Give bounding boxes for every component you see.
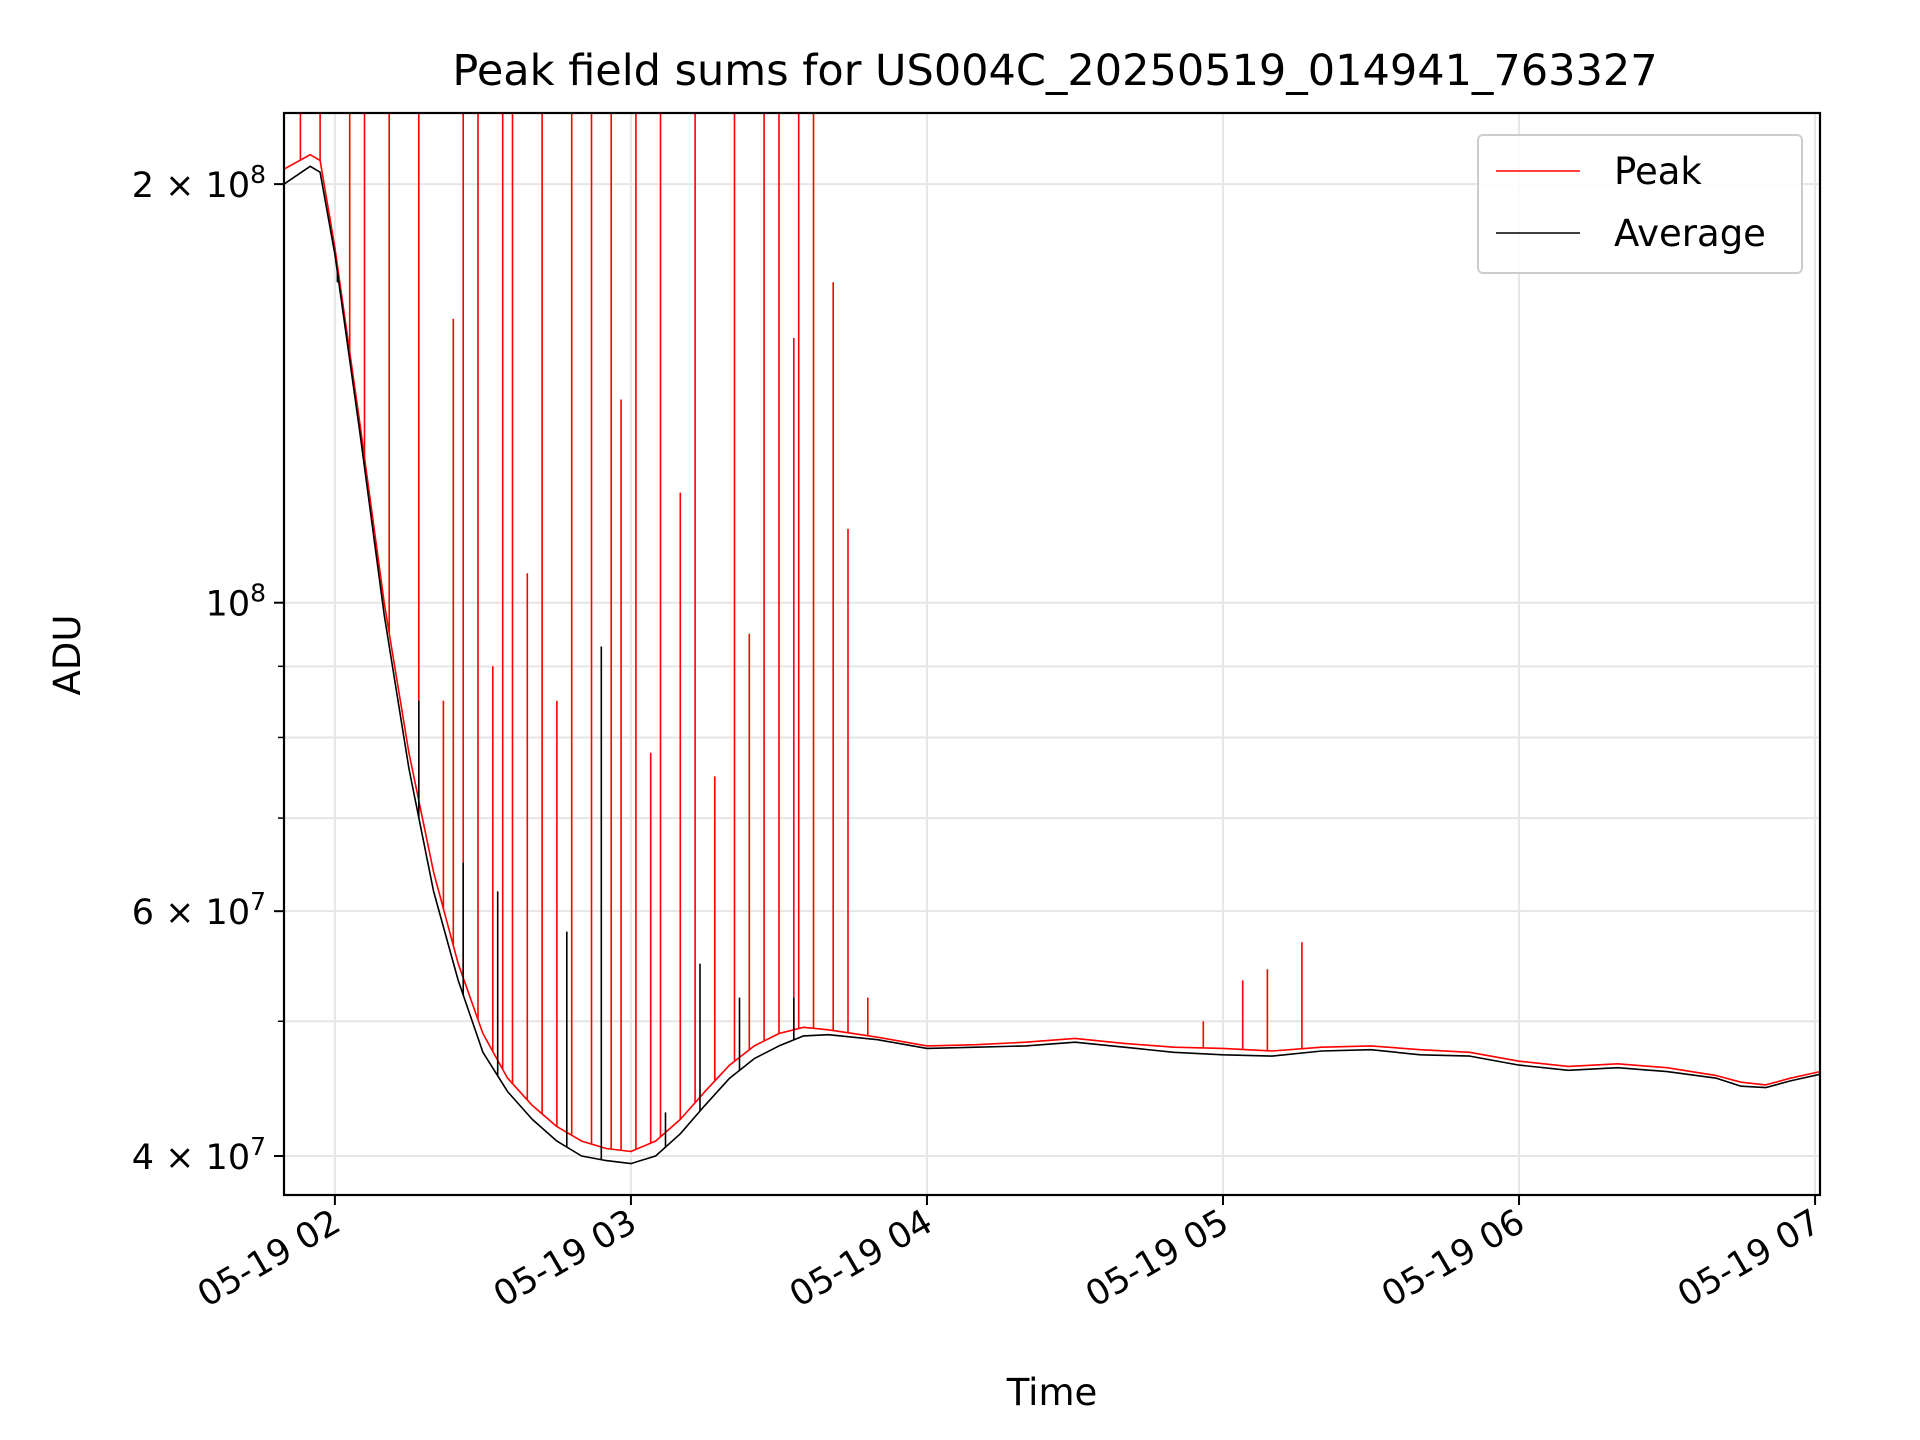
legend-average-label: Average [1614,212,1766,255]
legend-box [1477,134,1803,274]
y-tick-label: 6 × 107 [132,887,266,933]
y-axis-label: ADU [46,615,89,696]
y-tick-exponent: 8 [250,160,266,189]
y-tick-base: 10 [206,585,251,625]
y-tick-label: 4 × 107 [132,1132,266,1178]
legend: Peak Average [1477,134,1803,274]
plot-frame [282,111,1822,1197]
y-tick-base: 6 × 10 [132,893,250,933]
peak-series-line [284,153,1820,1153]
chart-title: Peak field sums for US004C_20250519_0149… [452,46,1657,96]
legend-peak-label: Peak [1614,150,1702,193]
series-layer [284,113,1820,1165]
y-tick-exponent: 7 [250,887,266,916]
y-tick-base: 2 × 10 [132,166,250,206]
x-axis-label: Time [1006,1371,1098,1414]
y-tick-base: 4 × 10 [132,1138,250,1178]
y-tick-exponent: 7 [250,1132,266,1161]
y-tick-label: 2 × 108 [132,160,266,206]
y-tick-exponent: 8 [250,579,266,608]
y-tick-label: 108 [206,579,266,625]
average-series-line [284,165,1820,1165]
